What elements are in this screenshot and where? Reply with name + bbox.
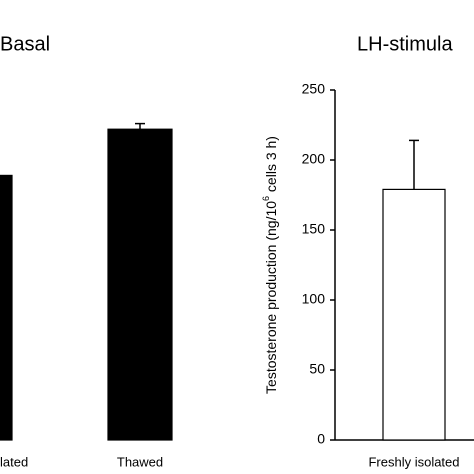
y-label-part: cells 3 h): [263, 136, 279, 196]
y-label-part: Testosterone production (ng/10: [263, 201, 279, 394]
y-axis-label: Testosterone production (ng/106 cells 3 …: [261, 136, 278, 394]
chart-title: LH-stimula: [357, 33, 453, 55]
bar: [107, 128, 173, 441]
x-tick-label: Freshly isolated: [368, 454, 459, 469]
bar: [0, 174, 13, 441]
error-bar: [409, 139, 419, 190]
bar: [382, 188, 446, 441]
error-bar: [135, 122, 145, 130]
x-tick-label: lated: [0, 454, 28, 469]
x-tick-label: Thawed: [117, 454, 163, 469]
y-tick-label: 200: [302, 151, 326, 167]
y-label-superscript: 6: [261, 196, 271, 201]
y-tick-label: 50: [309, 361, 325, 377]
y-tick-label: 250: [302, 81, 326, 97]
chart-title: Basal: [0, 33, 50, 55]
y-tick-label: 0: [317, 431, 325, 447]
y-tick-label: 150: [302, 221, 326, 237]
y-tick-label: 100: [302, 291, 326, 307]
